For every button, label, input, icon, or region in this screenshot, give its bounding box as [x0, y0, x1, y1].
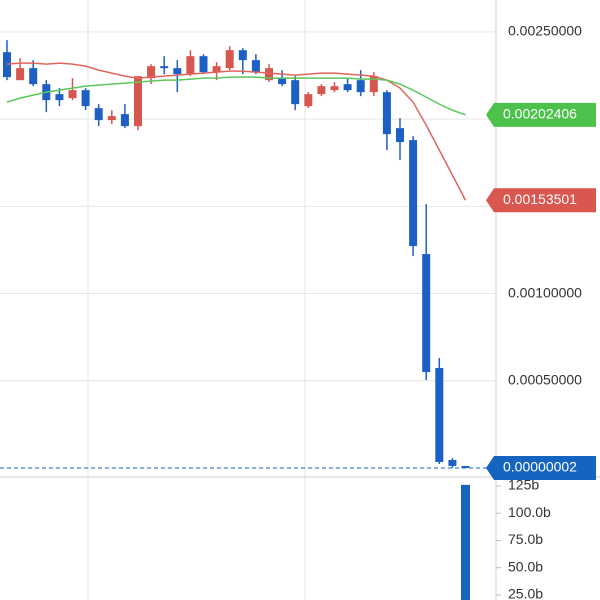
candle-body	[435, 368, 444, 462]
candle-body	[422, 254, 431, 373]
candle-body	[265, 68, 273, 81]
volume-tick-label: 75.0b	[508, 531, 543, 547]
candle-body	[3, 52, 11, 78]
candle-body	[68, 90, 77, 99]
volume-tick-label: 125b	[508, 477, 539, 493]
volume-tick-label: 50.0b	[508, 558, 543, 574]
price-tag-label: 0.00202406	[503, 106, 577, 122]
candle-body	[278, 78, 287, 85]
candle-body	[461, 465, 470, 468]
candle-body	[199, 56, 208, 73]
candle-body	[55, 94, 64, 101]
candle-body	[369, 76, 378, 93]
price-tag-label: 0.00000002	[503, 459, 577, 475]
candle-body	[173, 68, 182, 75]
candle-body	[29, 68, 38, 85]
candle-body	[330, 86, 339, 91]
candle-body	[304, 94, 313, 107]
price-tag	[486, 188, 596, 213]
candle-body	[81, 90, 90, 107]
candle-body	[186, 56, 195, 75]
candle-body	[120, 114, 129, 127]
candle-body	[212, 66, 221, 73]
candle-body	[94, 108, 103, 121]
price-tag	[486, 455, 596, 480]
price-tag	[486, 102, 596, 127]
candle-body	[409, 140, 418, 247]
moving-average-line	[6, 76, 466, 116]
candle-body	[291, 80, 300, 105]
candle-body	[317, 86, 326, 95]
volume-bar	[461, 484, 470, 600]
price-tag-label: 0.00153501	[503, 191, 577, 207]
candle-body	[343, 84, 352, 91]
candle-body	[356, 80, 365, 93]
candle-body	[396, 128, 404, 143]
volume-tick-label: 100.0b	[508, 504, 551, 520]
candle-body	[134, 76, 142, 127]
y-tick-label: 0.00250000	[508, 23, 582, 39]
candle-body	[16, 68, 25, 81]
candle-body	[238, 50, 247, 61]
y-tick-label: 0.00050000	[508, 371, 582, 387]
candle-body	[160, 66, 169, 69]
candle-body	[448, 459, 457, 466]
candle-body	[147, 66, 156, 79]
candle-body	[382, 92, 391, 135]
candle-body	[225, 50, 234, 69]
volume-tick-label: 25.0b	[508, 586, 543, 600]
y-tick-label: 0.00100000	[508, 284, 582, 300]
candle-body	[251, 60, 260, 73]
candle-body	[107, 116, 116, 121]
